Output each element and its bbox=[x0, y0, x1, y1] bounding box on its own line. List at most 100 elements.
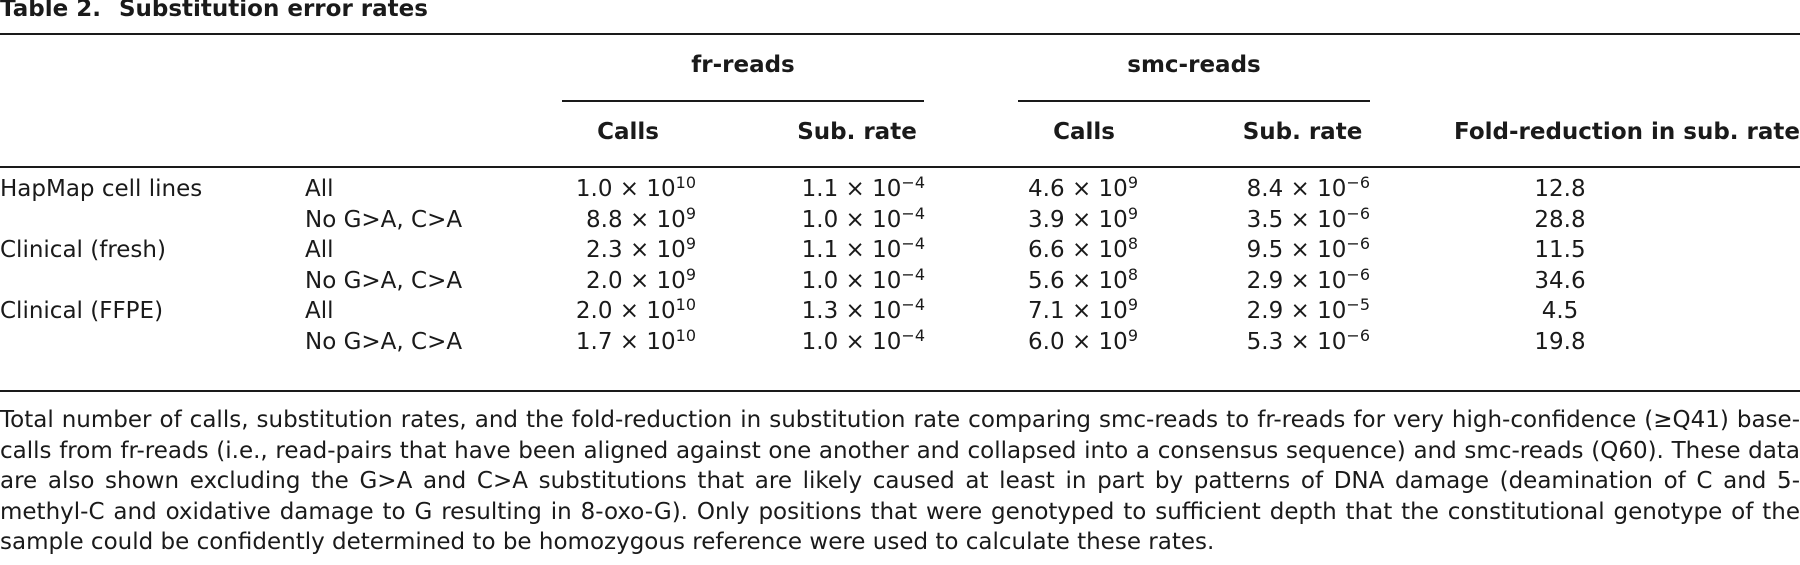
exponent: −4 bbox=[901, 203, 925, 223]
times-sign: × bbox=[845, 267, 865, 294]
base-ten: 10 bbox=[1317, 267, 1347, 294]
mantissa: 4.6 bbox=[1028, 176, 1065, 202]
mantissa: 2.0 bbox=[575, 298, 613, 325]
cell-fold-reduction: 28.8 bbox=[1534, 206, 1586, 233]
cell-smc-calls: 4.6 × 109 bbox=[968, 174, 1138, 204]
times-sign: × bbox=[1071, 267, 1092, 294]
mantissa: 5.3 bbox=[1246, 329, 1284, 355]
group-header-smc-reads: smc-reads bbox=[1127, 52, 1261, 78]
times-sign: × bbox=[1071, 176, 1092, 202]
row-sample-label: HapMap cell lines bbox=[0, 176, 203, 202]
base-ten: 10 bbox=[646, 329, 676, 355]
table-footnote: Total number of calls, substitution rate… bbox=[0, 407, 1800, 555]
exponent: 9 bbox=[1127, 203, 1138, 223]
cell-smc-calls: 7.1 × 109 bbox=[968, 296, 1138, 326]
base-ten: 10 bbox=[1317, 176, 1347, 202]
base-ten: 10 bbox=[872, 329, 902, 355]
cell-smc-rate: 5.3 × 10−6 bbox=[1180, 327, 1370, 357]
exponent: −4 bbox=[901, 264, 925, 284]
base-ten: 10 bbox=[872, 206, 902, 233]
cell-smc-calls: 6.6 × 108 bbox=[968, 235, 1138, 265]
row-sample-label: Clinical (FFPE) bbox=[0, 298, 164, 325]
times-sign: × bbox=[1290, 329, 1310, 355]
mantissa: 1.3 bbox=[801, 298, 839, 325]
cell-fr-calls: 1.0 × 1010 bbox=[520, 174, 696, 204]
exponent: 9 bbox=[685, 264, 696, 284]
base-ten: 10 bbox=[872, 267, 902, 294]
group-header-fr-reads: fr-reads bbox=[691, 52, 795, 78]
mantissa: 8.4 bbox=[1246, 176, 1284, 202]
mantissa: 3.5 bbox=[1246, 206, 1284, 233]
mantissa: 5.6 bbox=[1028, 267, 1065, 294]
mantissa: 1.0 bbox=[801, 267, 839, 294]
group-rule-fr-reads bbox=[562, 100, 924, 102]
cell-fold-reduction: 4.5 bbox=[1541, 298, 1579, 325]
bottom-rule bbox=[0, 390, 1800, 392]
group-rule-smc-reads bbox=[1018, 100, 1370, 102]
exponent: 10 bbox=[675, 295, 696, 315]
times-sign: × bbox=[1071, 206, 1092, 233]
exponent: −4 bbox=[901, 295, 925, 315]
base-ten: 10 bbox=[656, 237, 686, 264]
exponent: 9 bbox=[1127, 295, 1138, 315]
table-caption: Table 2. Substitution error rates bbox=[0, 0, 428, 22]
column-header-fold-reduction: Fold-reduction in sub. rate bbox=[1454, 119, 1800, 145]
header-rule bbox=[0, 166, 1800, 168]
base-ten: 10 bbox=[656, 206, 686, 233]
cell-fr-calls: 8.8 × 109 bbox=[520, 205, 696, 235]
row-subset-label: All bbox=[305, 298, 334, 325]
row-subset-label: No G>A, C>A bbox=[305, 206, 463, 233]
exponent: −6 bbox=[1346, 234, 1370, 254]
cell-smc-calls: 5.6 × 108 bbox=[968, 266, 1138, 296]
cell-smc-rate: 8.4 × 10−6 bbox=[1180, 174, 1370, 204]
mantissa: 1.1 bbox=[801, 176, 839, 202]
base-ten: 10 bbox=[1098, 237, 1128, 264]
mantissa: 9.5 bbox=[1246, 237, 1284, 264]
exponent: 8 bbox=[1127, 264, 1138, 284]
mantissa: 1.0 bbox=[801, 329, 839, 355]
times-sign: × bbox=[1071, 329, 1092, 355]
mantissa: 3.9 bbox=[1028, 206, 1065, 233]
table-title: Substitution error rates bbox=[118, 0, 428, 22]
times-sign: × bbox=[629, 206, 650, 233]
mantissa: 2.3 bbox=[586, 237, 623, 264]
base-ten: 10 bbox=[1098, 206, 1128, 233]
base-ten: 10 bbox=[872, 298, 902, 325]
exponent: −6 bbox=[1346, 264, 1370, 284]
exponent: 9 bbox=[685, 234, 696, 254]
times-sign: × bbox=[845, 206, 865, 233]
exponent: −6 bbox=[1346, 326, 1370, 345]
times-sign: × bbox=[629, 237, 650, 264]
exponent: 10 bbox=[675, 173, 696, 192]
times-sign: × bbox=[845, 237, 865, 264]
row-subset-label: All bbox=[305, 176, 334, 202]
mantissa: 2.0 bbox=[586, 267, 623, 294]
cell-smc-rate: 2.9 × 10−5 bbox=[1180, 296, 1370, 326]
exponent: 8 bbox=[1127, 234, 1138, 254]
mantissa: 1.7 bbox=[575, 329, 613, 355]
times-sign: × bbox=[1290, 206, 1310, 233]
column-header-smc-calls: Calls bbox=[1053, 119, 1115, 145]
mantissa: 8.8 bbox=[586, 206, 623, 233]
exponent: −4 bbox=[901, 326, 925, 345]
cell-fr-calls: 2.0 × 1010 bbox=[520, 296, 696, 326]
mantissa: 7.1 bbox=[1028, 298, 1065, 325]
table-label: Table 2. bbox=[0, 0, 101, 22]
exponent: −5 bbox=[1346, 295, 1370, 315]
times-sign: × bbox=[619, 298, 640, 325]
mantissa: 1.0 bbox=[575, 176, 613, 202]
mantissa: 6.0 bbox=[1028, 329, 1065, 355]
mantissa: 2.9 bbox=[1246, 298, 1284, 325]
exponent: 9 bbox=[685, 203, 696, 223]
cell-fr-rate: 1.0 × 10−4 bbox=[735, 266, 925, 296]
cell-smc-rate: 2.9 × 10−6 bbox=[1180, 266, 1370, 296]
cell-fr-calls: 2.0 × 109 bbox=[520, 266, 696, 296]
base-ten: 10 bbox=[646, 298, 676, 325]
times-sign: × bbox=[845, 176, 865, 202]
cell-fr-rate: 1.1 × 10−4 bbox=[735, 235, 925, 265]
cell-fr-rate: 1.0 × 10−4 bbox=[735, 205, 925, 235]
column-header-fr-rate: Sub. rate bbox=[797, 119, 917, 145]
cell-fr-calls: 2.3 × 109 bbox=[520, 235, 696, 265]
times-sign: × bbox=[629, 267, 650, 294]
exponent: 9 bbox=[1127, 173, 1138, 192]
